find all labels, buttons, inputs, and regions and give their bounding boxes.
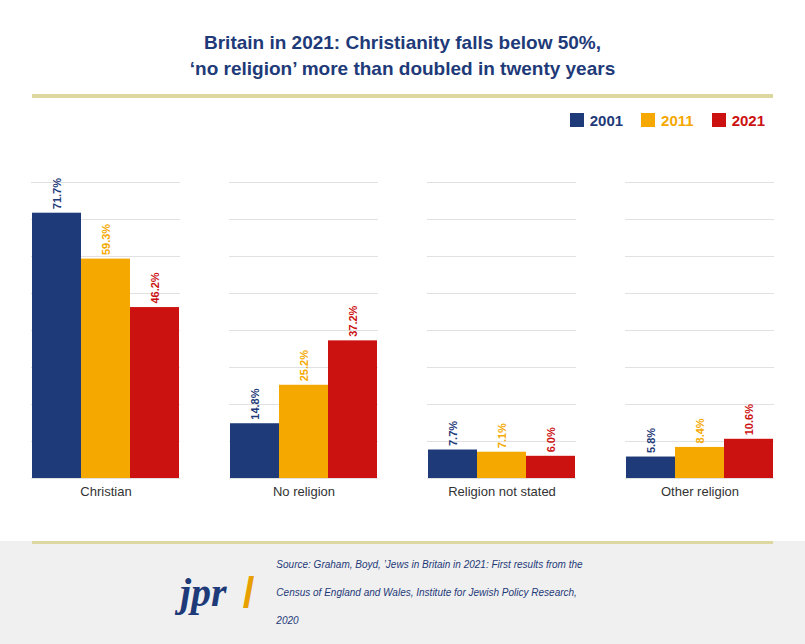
svg-text:8.4%: 8.4% <box>694 418 706 443</box>
svg-text:6.0%: 6.0% <box>545 427 557 452</box>
html-text:Source: Graham, Boyd, ’Jews in: Source: Graham, Boyd, ’Jews in Britain i… <box>276 558 583 570</box>
html-text:Britain in 2021: Christianity: Britain in 2021: Christianity falls belo… <box>204 32 601 53</box>
svg-text:5.8%: 5.8% <box>645 428 657 453</box>
svg-text:Other religion: Other religion <box>661 484 739 499</box>
svg-text:Christian: Christian <box>80 484 131 499</box>
html-text:2020: 2020 <box>276 614 299 626</box>
html-text:2011: 2011 <box>661 111 694 129</box>
svg-text:59.3%: 59.3% <box>100 224 112 255</box>
html-text:‘no religion’ more than double: ‘no religion’ more than doubled in twent… <box>189 58 616 79</box>
html-text:2001: 2001 <box>589 111 624 129</box>
svg-text:71.7%: 71.7% <box>51 178 63 209</box>
svg-text:14.8%: 14.8% <box>249 388 261 419</box>
svg-text:25.2%: 25.2% <box>298 350 310 381</box>
svg-text:7.1%: 7.1% <box>496 423 508 448</box>
svg-text:10.6%: 10.6% <box>743 404 755 435</box>
svg-text:7.7%: 7.7% <box>447 421 459 446</box>
svg-text:46.2%: 46.2% <box>149 272 161 303</box>
html-text:2021: 2021 <box>731 111 765 129</box>
svg-text:37.2%: 37.2% <box>347 305 359 336</box>
html-text:jpr /: jpr / <box>180 568 255 616</box>
svg-text:No religion: No religion <box>273 484 335 499</box>
html-text:Census of England and Wales, I: Census of England and Wales, Institute f… <box>276 586 577 598</box>
svg-text:Religion not stated: Religion not stated <box>448 484 556 499</box>
